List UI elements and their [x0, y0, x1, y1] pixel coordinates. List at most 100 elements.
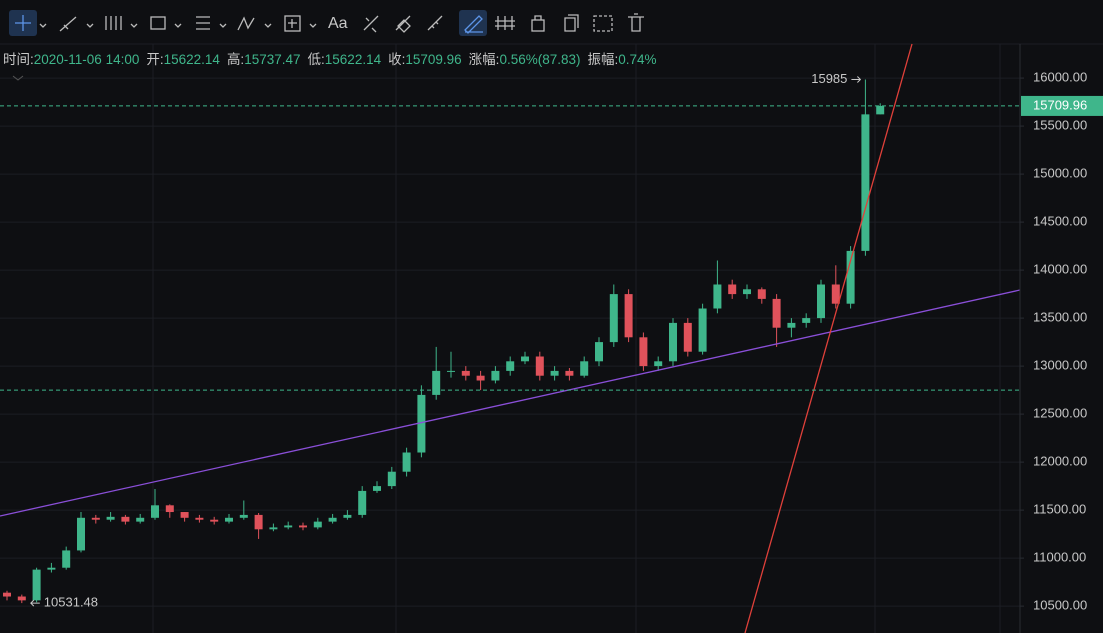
candle-body: [521, 356, 529, 362]
candle-body: [121, 516, 130, 522]
tool-menu[interactable]: [86, 23, 94, 28]
candle-body: [417, 394, 426, 453]
candle-body: [683, 322, 692, 352]
candle-body: [654, 361, 663, 367]
candle-body: [506, 361, 515, 371]
vertical-grid: [152, 44, 1001, 633]
candle-body: [757, 289, 766, 299]
candle-body: [373, 486, 381, 491]
candle-body: [313, 521, 322, 528]
candles: [3, 79, 885, 604]
candle-body: [387, 471, 396, 487]
tool-pattern[interactable]: [363, 15, 379, 33]
candle-body: [550, 370, 559, 376]
min-annotation: 10531.48: [44, 595, 98, 610]
candle-body: [831, 284, 840, 304]
tool-lock[interactable]: [534, 15, 542, 20]
y-tick-label: 13500.00: [1033, 310, 1087, 325]
candle-body: [17, 596, 26, 601]
candle-body: [165, 505, 174, 513]
tool-menu[interactable]: [264, 23, 272, 28]
candle-body: [106, 516, 115, 520]
tool-measure[interactable]: [288, 19, 297, 28]
tool-magnet[interactable]: [464, 15, 483, 34]
min-arrow: [30, 599, 40, 607]
ohlc-info: 时间:2020-11-06 14:00 开:15622.14 高:15737.47 低…: [3, 48, 664, 68]
candle-body: [772, 298, 781, 328]
toolbar: [9, 10, 644, 36]
candle-body: [669, 322, 677, 362]
candle-body: [535, 356, 544, 376]
candle-body: [713, 284, 722, 309]
candle-body: [136, 517, 145, 522]
tool-menu[interactable]: [219, 23, 227, 28]
tool-crosshair[interactable]: [15, 15, 31, 31]
candle-body: [447, 370, 455, 372]
candle-body: [743, 289, 751, 295]
last-price-tag: [1021, 95, 1103, 116]
tool-menu[interactable]: [39, 23, 47, 28]
info-value: 0.56%(87.83): [499, 52, 581, 67]
tool-menu[interactable]: [174, 23, 182, 28]
info-label: 时间:: [3, 52, 34, 67]
info-label: 高:: [226, 52, 245, 67]
tool-channel[interactable]: [196, 16, 210, 30]
tool-wave[interactable]: [237, 16, 255, 31]
y-tick-label: 16000.00: [1033, 70, 1087, 85]
candle-body: [47, 567, 56, 570]
candle-body: [32, 569, 41, 601]
tool-ruler[interactable]: [427, 15, 443, 31]
candle-body: [151, 505, 159, 518]
info-label: 涨幅:: [468, 52, 500, 67]
tool-delete[interactable]: [628, 13, 644, 32]
max-arrow: [851, 76, 862, 83]
tool-rect[interactable]: [150, 16, 166, 30]
candle-body: [609, 294, 618, 343]
tool-menu[interactable]: [309, 23, 317, 28]
max-annotation: 15985: [811, 71, 847, 86]
candle-body: [476, 375, 485, 381]
tool-line[interactable]: [59, 16, 77, 32]
candle-body: [565, 370, 574, 376]
tool-measure[interactable]: [284, 15, 301, 32]
candle-body: [3, 592, 11, 597]
tool-fib[interactable]: [105, 16, 122, 30]
candle-body: [299, 525, 307, 528]
tool-lock-drawings[interactable]: [495, 16, 515, 30]
y-tick-label: 15000.00: [1033, 166, 1087, 181]
trend-line[interactable]: [0, 289, 1021, 517]
candle-body: [461, 370, 470, 376]
tool-erase[interactable]: [395, 15, 411, 33]
tool-copy[interactable]: [564, 14, 579, 32]
candle-body: [787, 322, 796, 328]
y-tick-label: 11500.00: [1033, 502, 1086, 517]
info-value: 15622.14: [163, 52, 220, 67]
info-value: 15709.96: [405, 52, 462, 67]
candle-body: [624, 294, 633, 338]
candle-body: [876, 105, 885, 115]
candle-body: [195, 517, 204, 520]
candle-body: [639, 337, 648, 367]
collapse-chevron[interactable]: [12, 75, 24, 81]
candle-body: [254, 514, 263, 530]
candle-body: [210, 519, 219, 522]
tool-select[interactable]: [593, 15, 613, 32]
tool-text[interactable]: Aa: [328, 15, 348, 32]
candle-body: [491, 370, 500, 381]
trend-line[interactable]: [744, 43, 913, 633]
candle-body: [239, 514, 248, 518]
candle-body: [91, 517, 100, 520]
info-value: 2020-11-06 14:00: [33, 52, 140, 67]
candle-body: [728, 284, 737, 295]
candle-body: [402, 452, 411, 472]
candle-body: [698, 308, 707, 352]
candle-body: [580, 361, 589, 376]
tool-lock[interactable]: [531, 19, 545, 32]
candle-body: [432, 370, 441, 395]
candle-body: [846, 250, 855, 304]
tool-menu[interactable]: [130, 23, 138, 28]
info-value: 15622.14: [324, 52, 382, 67]
